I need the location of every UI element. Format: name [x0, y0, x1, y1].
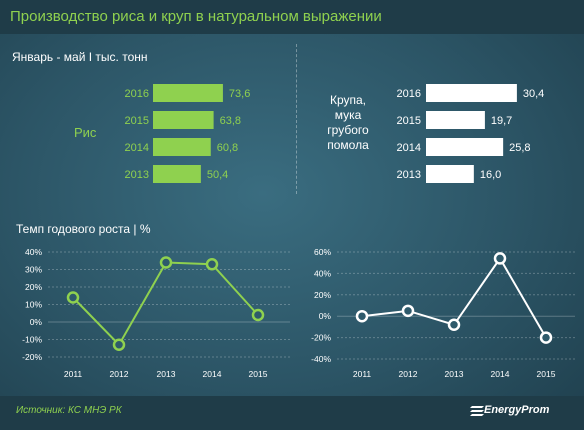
- groats-label-line-4: помола: [327, 138, 369, 152]
- line2-xtick-label: 2015: [537, 369, 556, 379]
- bar1-bar: [153, 84, 223, 102]
- bar2-value-label: 30,4: [523, 88, 544, 100]
- bar2-bar: [426, 165, 474, 183]
- energyprom-logo-icon: [470, 406, 484, 416]
- bar1-bar: [153, 165, 201, 183]
- line2-ytick-label: 20%: [314, 290, 331, 300]
- bar2-category-label: 2014: [397, 142, 421, 154]
- bar2-bar: [426, 138, 504, 156]
- line2-xtick-label: 2014: [491, 369, 510, 379]
- line2-data-point: [401, 304, 415, 318]
- line1-series-line: [72, 261, 259, 347]
- line2-data-point: [493, 252, 507, 265]
- line1-xtick-label: 2012: [110, 369, 129, 379]
- footer-band: [0, 396, 584, 430]
- bar1-value-label: 73,6: [229, 88, 250, 100]
- bar1-category-label: 2014: [125, 142, 149, 154]
- line1-data-point: [159, 256, 173, 269]
- line1-ytick-label: 0%: [30, 317, 43, 327]
- line2-ytick-label: -20%: [311, 333, 331, 343]
- source-note: Источник: КС МНЭ РК: [16, 405, 122, 416]
- bar1-category-label: 2016: [125, 88, 149, 100]
- line1-ytick-label: -10%: [22, 335, 42, 345]
- line2-xtick-label: 2011: [353, 369, 372, 379]
- line1-ytick-label: 10%: [25, 300, 42, 310]
- bar2-category-label: 2013: [397, 169, 421, 181]
- line1-ytick-label: 30%: [25, 265, 42, 275]
- bar2-category-label: 2016: [397, 88, 421, 100]
- title-bar: [0, 0, 584, 34]
- bar1-value-label: 50,4: [207, 169, 228, 181]
- growth-title: Темп годового роста | %: [16, 222, 151, 236]
- bar2-category-label: 2015: [397, 115, 421, 127]
- line2-data-point: [539, 331, 553, 344]
- bar1-value-label: 60,8: [217, 142, 238, 154]
- bar2-value-label: 19,7: [491, 115, 512, 127]
- line1-xtick-label: 2011: [64, 369, 83, 379]
- bar-subtitle: Январь - май I тыс. тонн: [12, 50, 148, 64]
- page-title: Производство риса и круп в натуральном в…: [10, 8, 382, 25]
- groats-label: Крупа, мука грубого помола: [318, 93, 378, 153]
- line2-ytick-label: -40%: [311, 354, 331, 364]
- line2-ytick-label: 0%: [319, 311, 332, 321]
- bar1-value-label: 63,8: [220, 115, 241, 127]
- line2-xtick-label: 2013: [445, 369, 464, 379]
- line1-ytick-label: 40%: [25, 247, 42, 257]
- line2-data-point: [447, 318, 461, 332]
- line1-data-point: [66, 291, 80, 304]
- line1-xtick-label: 2015: [249, 369, 268, 379]
- bar1-category-label: 2013: [125, 169, 149, 181]
- line1-data-point: [205, 258, 219, 271]
- bar2-value-label: 25,8: [509, 142, 530, 154]
- bar2-bar: [426, 111, 485, 129]
- bar1-bar: [153, 138, 211, 156]
- bar1-category-label: 2015: [125, 115, 149, 127]
- bar1-bar: [153, 111, 214, 129]
- line2-data-point: [355, 309, 369, 323]
- energyprom-logo: EnergyProm: [484, 404, 550, 416]
- line2-ytick-label: 60%: [314, 247, 331, 257]
- line1-xtick-label: 2014: [203, 369, 222, 379]
- line1-data-point: [251, 308, 265, 322]
- groats-label-line-2: мука: [334, 108, 362, 122]
- groats-label-line-3: грубого: [327, 123, 369, 137]
- panel-divider: [296, 44, 297, 194]
- line1-ytick-label: 20%: [25, 282, 42, 292]
- bar2-value-label: 16,0: [480, 169, 501, 181]
- line1-ytick-label: -20%: [22, 352, 42, 362]
- line1-xtick-label: 2013: [157, 369, 176, 379]
- line2-ytick-label: 40%: [314, 268, 331, 278]
- rice-label: Рис: [74, 125, 97, 140]
- line2-xtick-label: 2012: [399, 369, 418, 379]
- bar2-bar: [426, 84, 517, 102]
- groats-label-line-1: Крупа,: [329, 93, 367, 107]
- line1-data-point: [112, 338, 126, 351]
